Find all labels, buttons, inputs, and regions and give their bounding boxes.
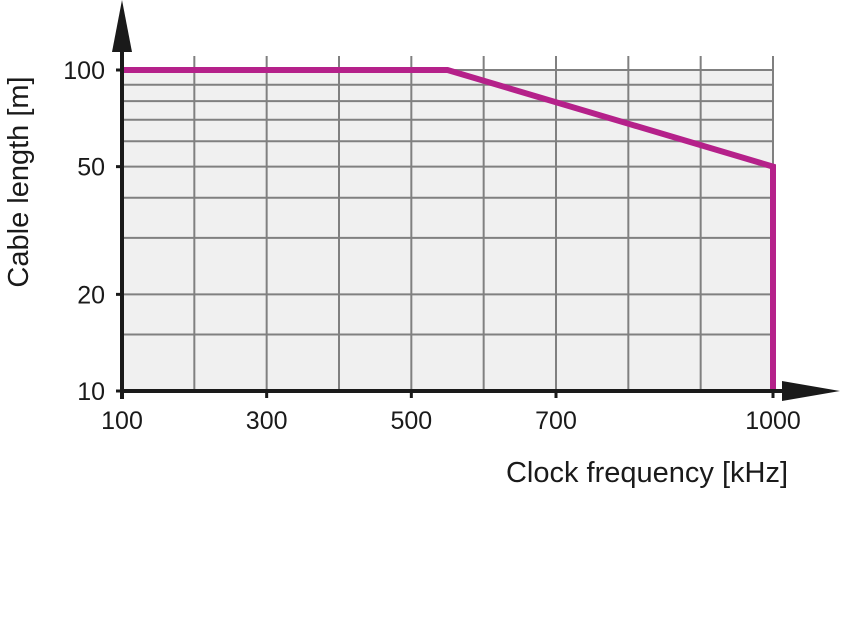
x-tick-label: 1000 (745, 407, 801, 435)
x-tick-label: 300 (246, 407, 288, 435)
y-axis-title: Cable length [m] (3, 76, 35, 287)
y-tick-label: 50 (77, 154, 105, 182)
x-tick-label: 500 (390, 407, 432, 435)
y-tick-label: 20 (77, 281, 105, 309)
data-point (773, 166, 774, 167)
y-tick-label: 100 (63, 57, 105, 85)
data-point (447, 70, 448, 71)
plot-background (122, 70, 773, 391)
x-tick-label: 700 (535, 407, 577, 435)
x-axis-arrow (782, 381, 840, 401)
y-axis-arrow (112, 0, 132, 52)
x-tick-label: 100 (101, 407, 143, 435)
series-line-0 (122, 67, 776, 391)
y-tick-label: 10 (77, 378, 105, 406)
x-axis-title: Clock frequency [kHz] (506, 457, 788, 489)
